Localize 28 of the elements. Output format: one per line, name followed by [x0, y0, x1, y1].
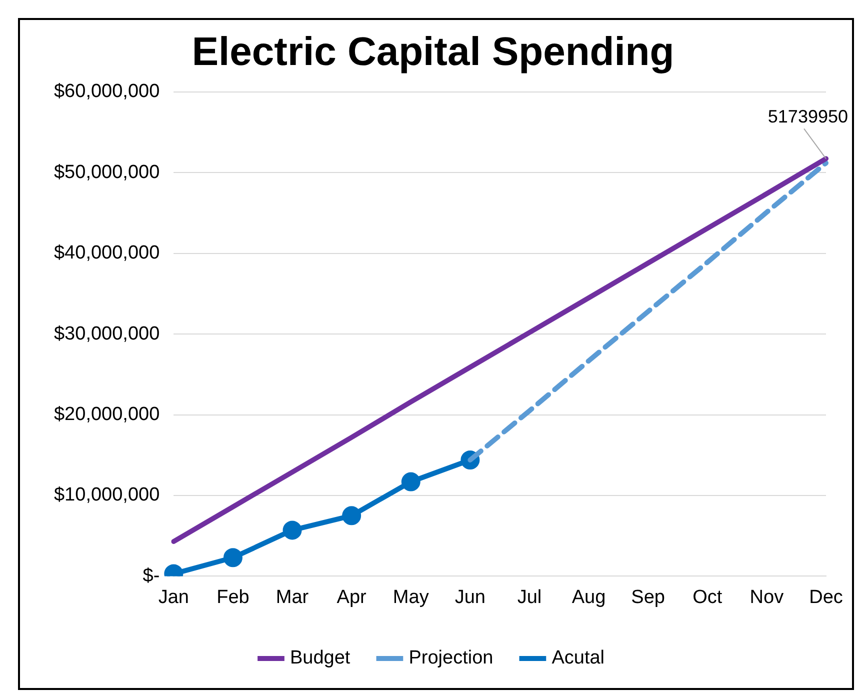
x-tick-label: Apr — [336, 586, 368, 608]
x-tick-label: Jul — [517, 586, 542, 608]
y-tick-label: $20,000,000 — [54, 404, 160, 426]
y-tick-label: $30,000,000 — [54, 323, 160, 344]
legend-label: Projection — [408, 648, 494, 669]
y-tick-label: $50,000,000 — [54, 162, 160, 183]
legend-label: Budget — [290, 648, 351, 669]
x-tick-label: Oct — [692, 586, 723, 608]
x-tick-label: Nov — [750, 586, 784, 608]
y-tick-label: $40,000,000 — [54, 242, 160, 264]
point — [401, 472, 420, 492]
x-tick-label: Jun — [454, 586, 486, 608]
y-tick-label: $10,000,000 — [54, 484, 160, 506]
x-tick-label: May — [392, 586, 430, 608]
x-tick-label: Jan — [158, 586, 189, 608]
x-tick-label: Feb — [216, 586, 250, 608]
point — [282, 520, 302, 540]
y-tick-label: $- — [142, 565, 160, 586]
y-tick-label: $60,000,000 — [54, 81, 160, 102]
x-tick-label: Mar — [276, 586, 310, 608]
x-tick-label: Dec — [809, 586, 843, 608]
legend-label: Acutal — [552, 648, 605, 669]
point — [342, 506, 362, 526]
x-tick-label: Sep — [631, 586, 665, 608]
annotation: 51739950 — [768, 106, 848, 127]
chart-title: Electric Capital Spending — [192, 30, 674, 74]
point — [223, 548, 242, 568]
x-tick-label: Aug — [572, 586, 606, 608]
